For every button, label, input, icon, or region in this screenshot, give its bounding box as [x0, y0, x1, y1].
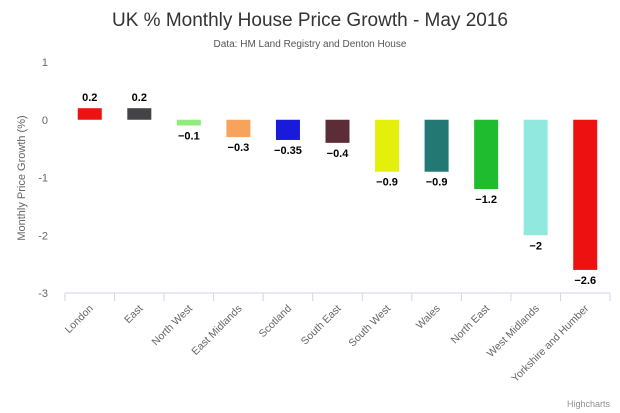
bar[interactable] [523, 119, 548, 236]
bar[interactable] [325, 119, 350, 143]
data-label: −0.4 [327, 148, 350, 160]
bar[interactable] [77, 108, 102, 120]
data-label: −0.9 [426, 177, 448, 189]
x-tick-label: North East [449, 303, 493, 347]
x-tick-label: North West [149, 303, 195, 349]
x-tick-label: East Midlands [189, 303, 244, 358]
data-label: −2 [529, 240, 542, 252]
bar[interactable] [127, 108, 152, 120]
data-label: −0.9 [376, 177, 398, 189]
x-tick-label: Scotland [257, 303, 294, 340]
x-tick-label: South West [346, 303, 393, 350]
bar[interactable] [375, 119, 400, 172]
credits[interactable]: Highcharts [567, 399, 611, 409]
y-tick-label: 0 [42, 115, 48, 127]
data-label: −2.6 [574, 275, 596, 287]
y-tick-label: -3 [38, 288, 48, 300]
y-axis-label: Monthly Price Growth (%) [16, 115, 28, 240]
chart-subtitle: Data: HM Land Registry and Denton House [214, 39, 407, 50]
x-tick-label: London [63, 303, 96, 336]
x-tick-label: East [122, 303, 145, 326]
bar[interactable] [275, 119, 300, 140]
y-tick-label: 1 [42, 57, 48, 69]
y-tick-label: -2 [38, 230, 48, 242]
data-label: −1.2 [475, 194, 497, 206]
x-tick-label: South East [299, 303, 344, 348]
bar[interactable] [424, 119, 449, 172]
x-tick-label: Wales [414, 303, 443, 332]
bar[interactable] [474, 119, 499, 190]
data-label: −0.3 [228, 142, 250, 154]
data-label: −0.35 [274, 145, 302, 157]
chart-title: UK % Monthly House Price Growth - May 20… [112, 10, 508, 31]
bar[interactable] [573, 119, 598, 270]
data-label: 0.2 [82, 92, 97, 104]
y-tick-label: -1 [38, 173, 48, 185]
data-label: 0.2 [132, 92, 147, 104]
bar[interactable] [226, 119, 251, 138]
bar[interactable] [176, 119, 201, 126]
data-label: −0.1 [178, 131, 200, 143]
